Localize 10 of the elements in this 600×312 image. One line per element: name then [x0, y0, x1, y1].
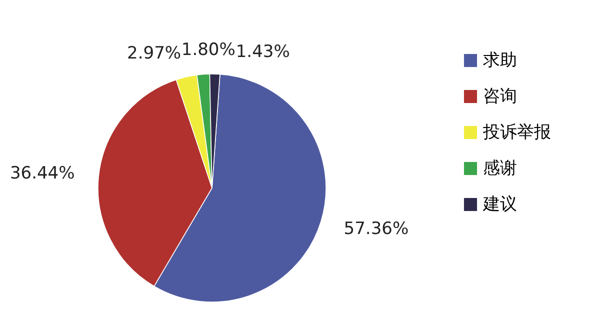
- data-label: 36.44%: [10, 163, 75, 184]
- data-label: 2.97%: [127, 44, 182, 64]
- data-label: 1.43%: [236, 42, 290, 62]
- legend-label: 建议: [482, 194, 517, 214]
- legend-label: 求助: [483, 50, 517, 70]
- data-label: 57.36%: [344, 218, 409, 239]
- legend-label: 感谢: [483, 158, 517, 178]
- data-label: 1.80%: [181, 40, 236, 60]
- legend-label: 咨询: [483, 86, 517, 106]
- legend-label: 投诉举报: [482, 122, 551, 142]
